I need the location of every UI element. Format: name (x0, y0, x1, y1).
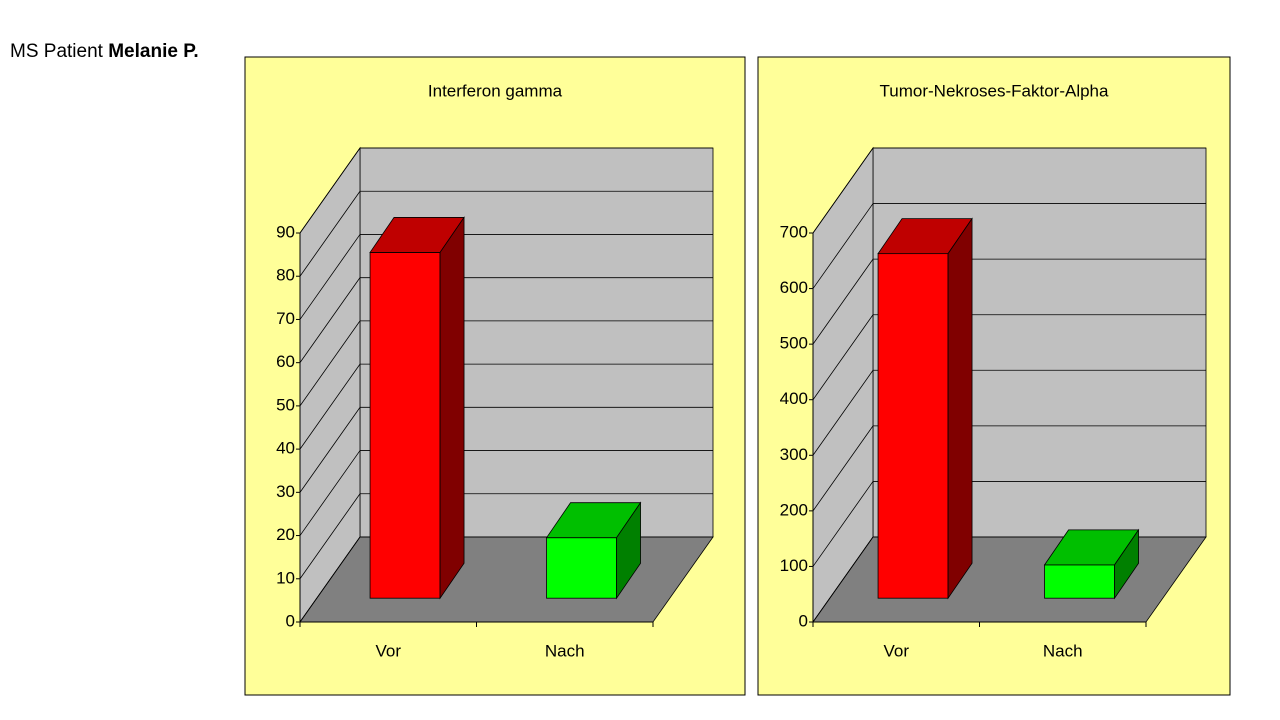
patient-name: Melanie P. (108, 41, 198, 62)
grid-line-side (812, 370, 874, 456)
y-tick-label: 10 (276, 568, 295, 587)
bar-side (947, 217, 973, 600)
y-tick-label: 70 (276, 309, 295, 328)
bar (877, 253, 949, 599)
y-tick-label: 0 (799, 611, 808, 630)
bar (369, 252, 441, 599)
bar (546, 537, 617, 599)
y-tick-label: 40 (276, 439, 295, 458)
y-tick-label: 20 (276, 525, 295, 544)
y-tick-label: 100 (780, 556, 808, 575)
grid-line-side (299, 407, 361, 493)
y-tick-label: 600 (780, 278, 808, 297)
grid-line-side (299, 190, 361, 277)
x-tick-label: Nach (545, 641, 585, 660)
chart-title: Interferon gamma (428, 81, 563, 100)
grid-line-side (299, 536, 361, 623)
grid-line-side (299, 450, 361, 536)
grid-line-side (299, 234, 361, 320)
grid-line-side (299, 320, 361, 407)
y-tick-label: 700 (780, 222, 808, 241)
grid-line-side (299, 147, 361, 234)
y-tick-label: 500 (780, 334, 808, 353)
grid-line-side (812, 425, 874, 512)
x-tick-label: Nach (1043, 641, 1083, 660)
y-tick-label: 400 (780, 389, 808, 408)
bar-side (439, 216, 465, 600)
y-tick-label: 50 (276, 395, 295, 414)
title-prefix: MS Patient (10, 41, 104, 62)
y-tick-label: 90 (276, 222, 295, 241)
grid-line-side (812, 203, 874, 289)
bar-side (616, 501, 641, 600)
y-tick-label: 0 (286, 611, 295, 630)
floor (812, 536, 1207, 623)
floor (299, 536, 714, 623)
bar (1044, 564, 1115, 599)
grid-line-side (812, 481, 874, 567)
x-tick-label: Vor (375, 641, 401, 660)
slide-title: MS Patient Melanie P. (10, 41, 199, 62)
y-tick-label: 30 (276, 482, 295, 501)
y-tick-label: 300 (780, 445, 808, 464)
y-tick-label: 200 (780, 500, 808, 519)
x-tick-label: Vor (883, 641, 909, 660)
grid-line-side (299, 493, 361, 580)
grid-line-side (299, 363, 361, 450)
chart-title: Tumor-Nekroses-Faktor-Alpha (880, 81, 1109, 100)
bar-side (1114, 528, 1139, 600)
grid-line-side (812, 314, 874, 400)
grid-line-side (812, 147, 874, 234)
grid-line-side (812, 258, 874, 345)
grid-line-side (299, 277, 361, 363)
y-tick-label: 80 (276, 266, 295, 285)
y-tick-label: 60 (276, 352, 295, 371)
grid-line-side (812, 536, 874, 623)
